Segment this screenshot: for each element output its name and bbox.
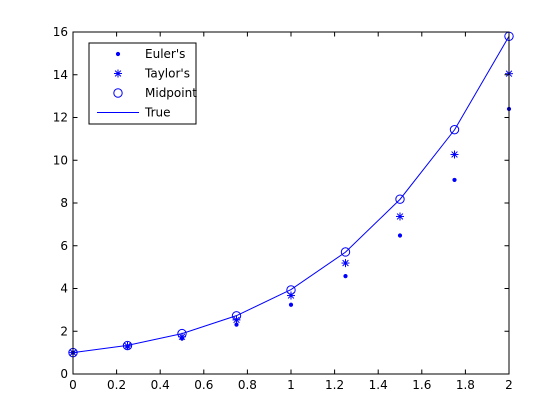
y-tick-label: 14 [53, 68, 68, 82]
x-tick-label: 0.8 [238, 378, 257, 392]
x-tick-label: 1.8 [456, 378, 475, 392]
y-tick-label: 16 [53, 25, 68, 39]
y-tick-label: 0 [60, 367, 68, 381]
point-taylor-s-1 [123, 341, 132, 350]
series-line-true [72, 36, 510, 354]
y-tick-label: 10 [53, 153, 68, 167]
legend-label-midpoint: Midpoint [145, 86, 197, 100]
y-tick-label: 6 [60, 239, 68, 253]
point-midpoint-5 [340, 247, 351, 257]
legend-label-euler-s: Euler's [145, 47, 185, 61]
legend-entry-euler-s: Euler's [115, 47, 185, 61]
point-midpoint-2 [177, 328, 187, 339]
point-midpoint-3 [231, 311, 242, 321]
legend-swatch-taylor-s [114, 69, 122, 78]
legend: Euler's Taylor's Midpoint True [88, 42, 197, 125]
point-euler-s-6 [397, 233, 403, 238]
x-tick-label: 1.2 [325, 378, 344, 392]
y-tick-label: 4 [60, 282, 68, 296]
x-tick-label: 1 [287, 378, 295, 392]
series-true [72, 36, 510, 354]
point-midpoint-7 [449, 124, 460, 135]
point-taylor-s-7 [450, 150, 459, 159]
point-midpoint-6 [395, 194, 405, 204]
x-tick-label: 1.4 [369, 378, 388, 392]
legend-label-taylor-s: Taylor's [144, 67, 190, 81]
x-tick-label: 1.6 [412, 378, 431, 392]
legend-entry-taylor-s: Taylor's [114, 67, 190, 81]
point-midpoint-4 [286, 285, 296, 295]
x-tick-label: 0.4 [151, 378, 170, 392]
y-tick-label: 2 [60, 324, 68, 338]
point-taylor-s-5 [341, 259, 350, 268]
legend-swatch-euler-s [115, 51, 121, 57]
point-taylor-s-6 [396, 212, 404, 221]
legend-entry-true: True [97, 106, 171, 120]
x-tick-label: 0.2 [107, 378, 126, 392]
y-tick-label: 8 [60, 196, 68, 210]
legend-entry-midpoint: Midpoint [113, 86, 197, 100]
point-euler-s-5 [343, 274, 348, 279]
legend-box [88, 42, 197, 125]
y-tick-label: 12 [53, 111, 68, 125]
x-tick-label: 2 [505, 378, 513, 392]
point-euler-s-7 [452, 177, 457, 183]
x-tick-label: 0.6 [194, 378, 213, 392]
legend-label-true: True [144, 106, 171, 120]
point-euler-s-4 [288, 302, 294, 307]
axes: 0 0.2 0.4 0.6 0.8 1 1.2 1.4 1.6 1.8 2 0 2 4 6 8 10 12 14 16 [53, 25, 513, 392]
legend-swatch-midpoint [113, 88, 123, 98]
series-layer [68, 31, 514, 358]
x-tick-label: 0 [69, 378, 77, 392]
